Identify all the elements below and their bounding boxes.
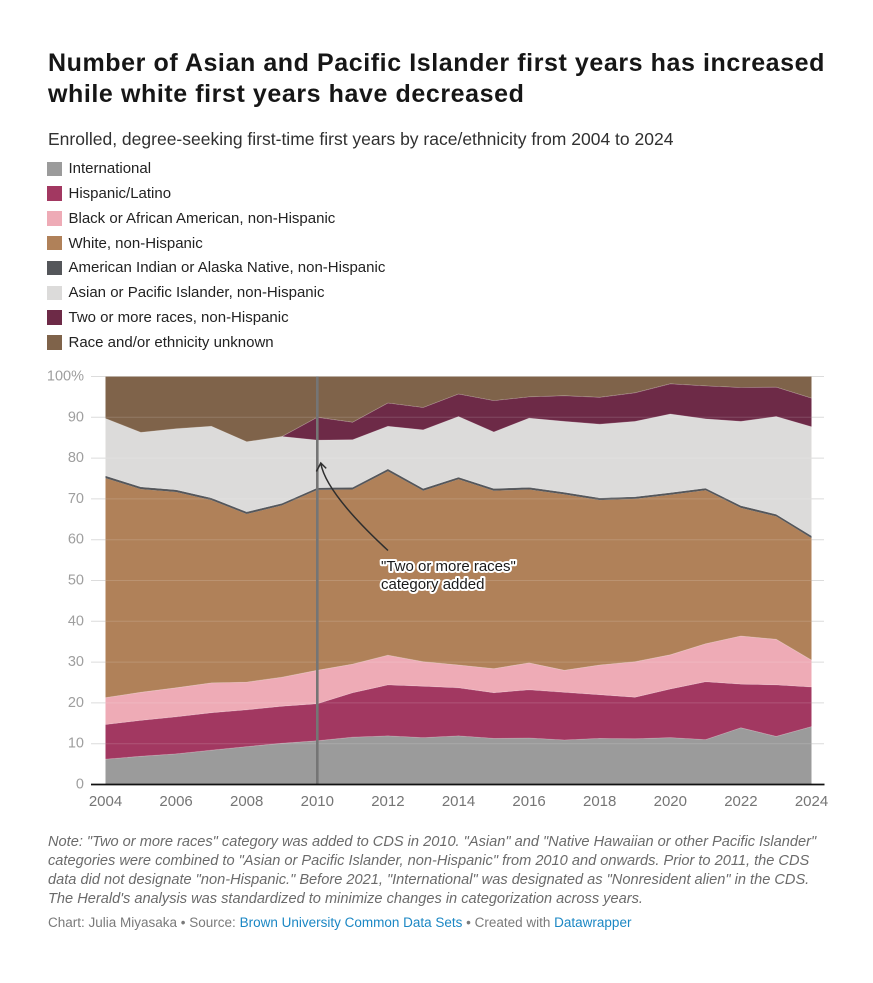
svg-text:2018: 2018 <box>583 793 616 810</box>
svg-text:100%: 100% <box>47 369 84 385</box>
svg-text:30: 30 <box>68 654 84 670</box>
svg-text:category added: category added <box>381 576 484 593</box>
svg-text:90: 90 <box>68 409 84 425</box>
svg-text:80: 80 <box>68 450 84 466</box>
svg-text:10: 10 <box>68 736 84 752</box>
svg-text:2008: 2008 <box>230 793 263 810</box>
svg-text:2004: 2004 <box>89 793 122 810</box>
svg-text:20: 20 <box>68 695 84 711</box>
svg-text:40: 40 <box>68 613 84 629</box>
svg-text:2010: 2010 <box>301 793 334 810</box>
svg-text:2016: 2016 <box>512 793 545 810</box>
svg-text:2012: 2012 <box>371 793 404 810</box>
svg-text:2006: 2006 <box>159 793 192 810</box>
svg-text:50: 50 <box>68 573 84 589</box>
svg-text:2022: 2022 <box>724 793 757 810</box>
svg-text:2024: 2024 <box>795 793 828 810</box>
svg-text:"Two or more races": "Two or more races" <box>381 558 516 575</box>
svg-text:2020: 2020 <box>654 793 687 810</box>
svg-text:70: 70 <box>68 491 84 507</box>
svg-text:2014: 2014 <box>442 793 475 810</box>
svg-text:0: 0 <box>76 777 84 793</box>
svg-text:60: 60 <box>68 532 84 548</box>
